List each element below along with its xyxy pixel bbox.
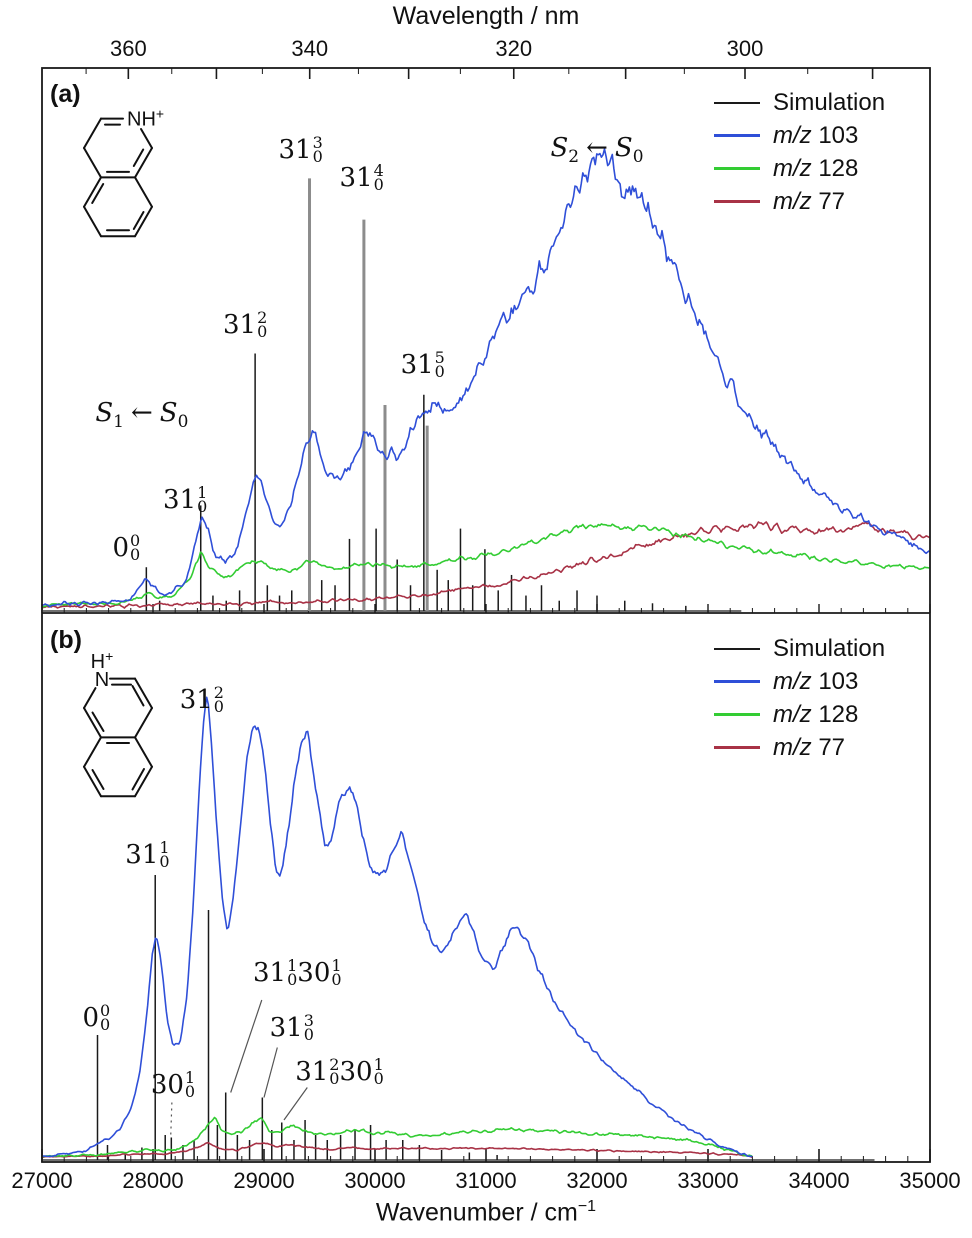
wavenumber-tick-label: 35000 (899, 1168, 960, 1193)
ring-bonds (83, 677, 153, 798)
panel-a-traces (42, 148, 930, 612)
legend-color-line (714, 746, 760, 749)
panel-a-tag: (a) (50, 80, 81, 108)
legend-label: m/z 103 (773, 121, 859, 149)
wavenumber-tick-label: 29000 (233, 1168, 294, 1193)
legend-color-line (714, 647, 760, 650)
trace-m-z-103-a (42, 148, 930, 608)
wavenumber-tick-label: 31000 (455, 1168, 516, 1193)
wavenumber-tick-label: 27000 (11, 1168, 72, 1193)
legend-label: m/z 77 (773, 187, 846, 215)
legend-label: m/z 77 (773, 733, 846, 761)
legend-label: m/z 128 (773, 700, 859, 728)
legend-row: m/z 128 (714, 698, 934, 731)
isoquinolinium-structure: H+ N (83, 648, 153, 798)
legend-row: Simulation (714, 86, 934, 119)
bottom-axis-title-text: Wavenumber / cm (375, 1198, 578, 1227)
wavelength-tick-label: 300 (727, 36, 764, 61)
top-axis-title-text: Wavelength / nm (392, 2, 580, 30)
legend-color-line (714, 134, 760, 137)
legend-label: Simulation (773, 634, 886, 662)
wavenumber-tick-label: 30000 (344, 1168, 405, 1193)
wavenumber-tick-label: 34000 (788, 1168, 849, 1193)
n-label: N (95, 669, 109, 691)
panel-b-traces (42, 696, 875, 1161)
plot-frame (41, 67, 931, 1163)
legend-color-line (714, 200, 760, 203)
axis-tick-labels: 27000 28000 29000 30000 31000 32000 33000 34000… (11, 36, 960, 1193)
bottom-axis-title-sup: −1 (577, 1198, 597, 1215)
trace-m-z-103-b (42, 696, 753, 1158)
trace-m-z-128-b (42, 1116, 753, 1158)
ring-bonds (83, 117, 153, 238)
trace-m-z-77-a (42, 521, 930, 609)
legend-panel-b: Simulation m/z 103 m/z 128 m/z 77 (714, 632, 934, 764)
wavelength-tick-label: 320 (495, 36, 532, 61)
legend-label: m/z 128 (773, 154, 859, 182)
legend-row: m/z 103 (714, 665, 934, 698)
wavenumber-tick-label: 28000 (122, 1168, 183, 1193)
panel-b-tag: (b) (50, 626, 82, 654)
legend-row: m/z 103 (714, 119, 934, 152)
quinolinium-structure: NH+ (83, 106, 164, 238)
top-axis-title: Wavelength / nm (0, 2, 972, 31)
wavelength-tick-label: 340 (291, 36, 328, 61)
legend-color-line (714, 167, 760, 170)
wavenumber-tick-label: 32000 (566, 1168, 627, 1193)
trace-m-z-128-a (42, 523, 930, 608)
legend-color-line (714, 713, 760, 716)
legend-row: m/z 77 (714, 185, 934, 218)
leader-lines-b (170, 999, 308, 1136)
legend-color-line (714, 101, 760, 104)
legend-label: Simulation (773, 88, 886, 116)
legend-color-line (714, 680, 760, 683)
legend-row: m/z 77 (714, 731, 934, 764)
trace-m-z-77-b (42, 1141, 753, 1159)
h-plus-label: H+ (91, 648, 114, 673)
wavelength-tick-label: 360 (110, 36, 147, 61)
bottom-axis-title: Wavenumber / cm−1 (0, 1198, 972, 1227)
legend-row: m/z 128 (714, 152, 934, 185)
legend-label: m/z 103 (773, 667, 859, 695)
legend-panel-a: Simulation m/z 103 m/z 128 m/z 77 (714, 86, 934, 218)
nh-label: NH+ (127, 106, 164, 131)
legend-row: Simulation (714, 632, 934, 665)
wavenumber-tick-label: 33000 (677, 1168, 738, 1193)
